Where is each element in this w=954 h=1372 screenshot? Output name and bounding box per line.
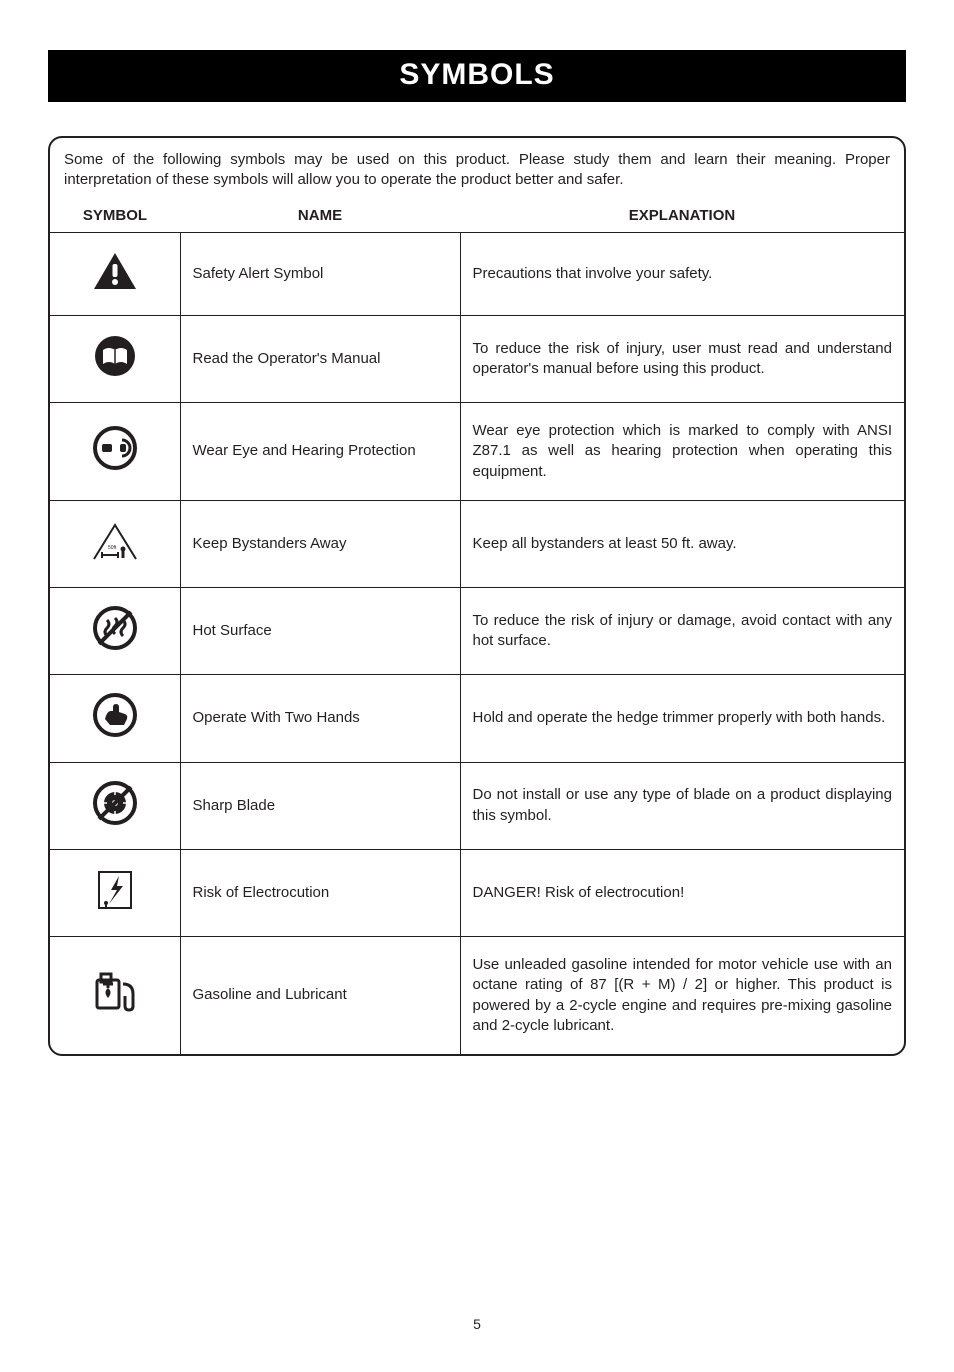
page-title-banner: SYMBOLS — [48, 50, 906, 102]
symbol-explanation: Do not install or use any type of blade … — [460, 762, 904, 849]
symbol-name: Wear Eye and Hearing Protection — [180, 403, 460, 501]
table-row: Operate With Two HandsHold and operate t… — [50, 675, 904, 762]
symbol-explanation: Hold and operate the hedge trimmer prope… — [460, 675, 904, 762]
symbol-name: Sharp Blade — [180, 762, 460, 849]
symbols-box: Some of the following symbols may be use… — [48, 136, 906, 1056]
symbol-explanation: Wear eye protection which is marked to c… — [460, 403, 904, 501]
symbol-explanation: Use unleaded gasoline intended for motor… — [460, 937, 904, 1055]
table-row: Safety Alert SymbolPrecautions that invo… — [50, 232, 904, 315]
header-name: NAME — [180, 201, 460, 233]
symbol-name: Hot Surface — [180, 588, 460, 675]
symbol-name: Operate With Two Hands — [180, 675, 460, 762]
symbols-table: SYMBOL NAME EXPLANATION Safety Alert Sym… — [50, 201, 904, 1055]
hot-surface-icon — [50, 588, 180, 675]
table-row: Read the Operator's ManualTo reduce the … — [50, 315, 904, 402]
table-row: Risk of ElectrocutionDANGER! Risk of ele… — [50, 849, 904, 936]
table-row: Wear Eye and Hearing ProtectionWear eye … — [50, 403, 904, 501]
bystanders-icon: 50ft — [50, 500, 180, 587]
safety-alert-icon — [50, 232, 180, 315]
table-row: Sharp BladeDo not install or use any typ… — [50, 762, 904, 849]
electrocution-icon — [50, 849, 180, 936]
symbol-name: Read the Operator's Manual — [180, 315, 460, 402]
table-row: 50ft Keep Bystanders AwayKeep all bystan… — [50, 500, 904, 587]
symbol-name: Safety Alert Symbol — [180, 232, 460, 315]
sharp-blade-icon — [50, 762, 180, 849]
two-hands-icon — [50, 675, 180, 762]
svg-text:50ft: 50ft — [108, 545, 117, 551]
symbol-name: Risk of Electrocution — [180, 849, 460, 936]
intro-text: Some of the following symbols may be use… — [50, 150, 904, 201]
symbol-explanation: Keep all bystanders at least 50 ft. away… — [460, 500, 904, 587]
table-row: Hot SurfaceTo reduce the risk of injury … — [50, 588, 904, 675]
symbol-name: Gasoline and Lubricant — [180, 937, 460, 1055]
eye-hearing-icon — [50, 403, 180, 501]
page-number: 5 — [48, 1316, 906, 1332]
header-symbol: SYMBOL — [50, 201, 180, 233]
symbol-explanation: To reduce the risk of injury or damage, … — [460, 588, 904, 675]
symbol-explanation: To reduce the risk of injury, user must … — [460, 315, 904, 402]
table-row: Gasoline and LubricantUse unleaded gasol… — [50, 937, 904, 1055]
read-manual-icon — [50, 315, 180, 402]
symbol-explanation: Precautions that involve your safety. — [460, 232, 904, 315]
symbol-explanation: DANGER! Risk of electrocution! — [460, 849, 904, 936]
header-explanation: EXPLANATION — [460, 201, 904, 233]
gasoline-icon — [50, 937, 180, 1055]
symbol-name: Keep Bystanders Away — [180, 500, 460, 587]
